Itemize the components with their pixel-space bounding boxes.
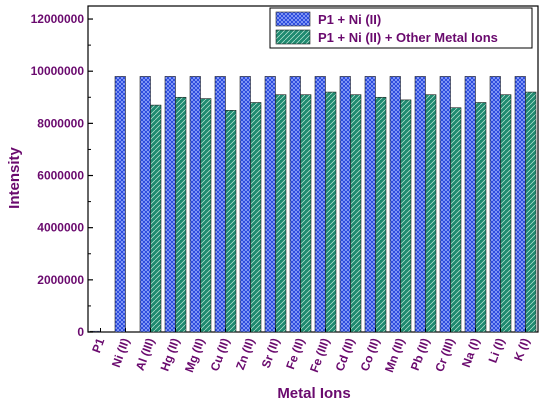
bar-ni — [264, 76, 276, 333]
legend-swatch — [275, 11, 311, 27]
bar-mixed — [475, 102, 487, 333]
bar-ni — [514, 76, 526, 333]
bar-ni — [239, 76, 251, 333]
y-tick-label: 4000000 — [37, 221, 84, 235]
x-tick-label: Na (I) — [459, 336, 482, 369]
bars — [89, 76, 537, 333]
legend-swatch — [275, 29, 311, 45]
x-tick-label: Zn (II) — [233, 336, 257, 371]
bar-ni — [489, 76, 501, 333]
x-tick-label: P1 — [89, 336, 107, 355]
x-tick-label: Cd (II) — [333, 336, 358, 373]
bar-mixed — [225, 110, 237, 333]
y-tick-label: 2000000 — [37, 273, 84, 287]
y-tick-label: 8000000 — [37, 116, 84, 130]
x-tick-label: Cr (III) — [432, 336, 457, 373]
bar-ni — [114, 76, 126, 333]
y-axis-title: Intensity — [6, 147, 23, 209]
bar-mixed — [200, 98, 212, 333]
y-tick-label: 0 — [77, 325, 84, 339]
x-tick-label: Fe (II) — [283, 336, 307, 371]
x-tick-label: Ni (II) — [109, 336, 132, 369]
y-tick-label: 6000000 — [37, 169, 84, 183]
y-axis: 0 2000000 4000000 6000000 8000000 10000000 120… — [31, 12, 93, 339]
bar-mixed — [350, 94, 362, 333]
x-tick-label: Fe (III) — [307, 336, 332, 374]
x-tick-label: Mg (II) — [182, 336, 207, 374]
bar-ni — [139, 76, 151, 333]
y-tick-label: 10000000 — [31, 64, 85, 78]
legend-box — [269, 7, 533, 49]
bar-ni — [189, 76, 201, 333]
x-tick-label: Co (II) — [358, 336, 383, 373]
x-axis: P1 Ni (II) Al (III) Hg (II) Mg (II) Cu (II) Zn… — [89, 328, 532, 374]
bar-mixed — [375, 96, 387, 333]
bar-ni — [289, 76, 301, 333]
bar-mixed — [400, 99, 412, 333]
x-tick-label: Sr (II) — [259, 336, 283, 370]
plot-frame — [87, 5, 539, 333]
bar-ni — [314, 76, 326, 333]
x-tick-label: Al (III) — [133, 336, 158, 372]
x-tick-label: Hg (II) — [158, 336, 183, 373]
x-tick-label: Pb (II) — [408, 336, 433, 372]
bar-ni — [464, 76, 476, 333]
bar-mixed — [250, 102, 262, 333]
bar-mixed — [275, 94, 287, 333]
bar-ni — [164, 76, 176, 333]
bar-mixed — [525, 91, 537, 333]
bar-ni — [439, 76, 451, 333]
bar-mixed — [450, 107, 462, 333]
bar-mixed — [425, 94, 437, 333]
x-axis-title: Metal Ions — [277, 385, 350, 402]
bar-ni — [364, 76, 376, 333]
bar-mixed — [150, 104, 162, 333]
bar-ni — [214, 76, 226, 333]
x-tick-label: Mn (II) — [382, 336, 407, 374]
bar-mixed — [325, 91, 337, 333]
y-tick-label: 12000000 — [31, 12, 85, 26]
x-tick-label: K (I) — [511, 336, 532, 363]
legend-label: P1 + Ni (II) — [318, 12, 381, 27]
x-tick-label: Li (I) — [486, 336, 508, 365]
bar-ni — [339, 76, 351, 333]
bar-ni — [389, 76, 401, 333]
legend-label: P1 + Ni (II) + Other Metal Ions — [318, 30, 498, 45]
bar-ni — [414, 76, 426, 333]
bar-mixed — [300, 94, 312, 333]
x-tick-label: Cu (II) — [208, 336, 233, 373]
legend: P1 + Ni (II) P1 + Ni (II) + Other Metal I… — [269, 7, 533, 49]
bar-mixed — [500, 94, 512, 333]
bar-mixed — [175, 96, 187, 333]
